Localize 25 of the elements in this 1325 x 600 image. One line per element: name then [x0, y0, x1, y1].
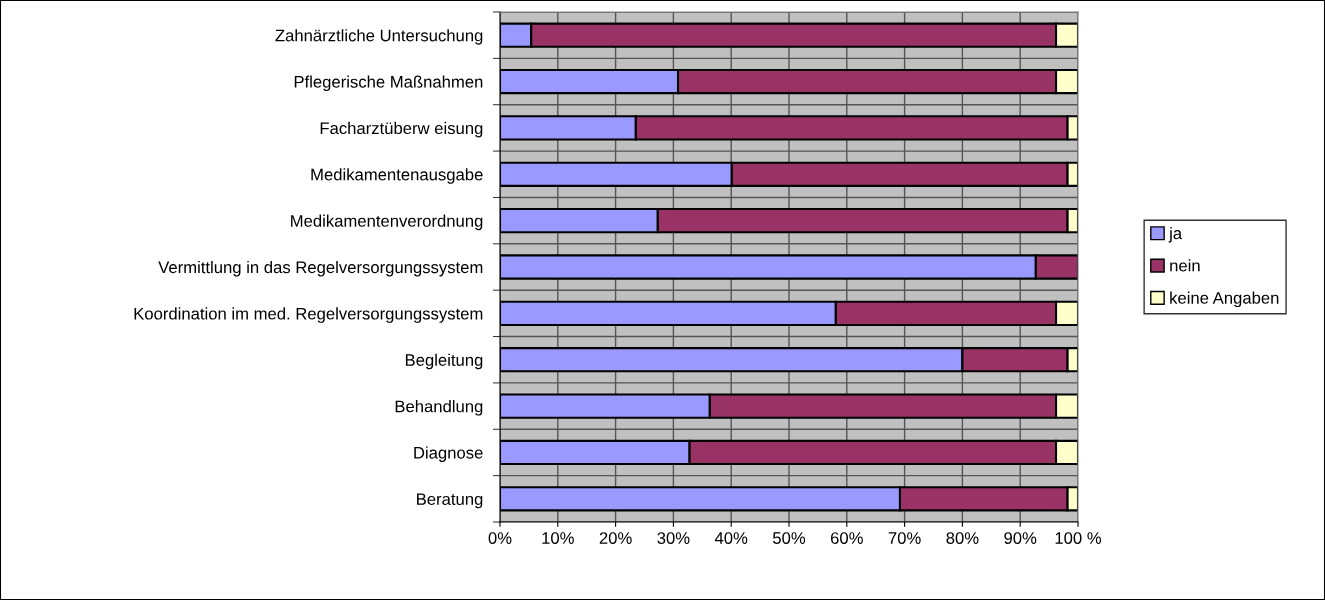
- y-tick-label: Zahnärztliche Untersuchung: [275, 29, 483, 45]
- y-tick-label: Koordination im med. Regelversorgungssystem: [134, 307, 483, 323]
- x-tick-label: 90%: [1004, 532, 1037, 544]
- x-tick-label: 40%: [714, 532, 748, 544]
- x-tick-label: 60%: [830, 532, 863, 544]
- y-tick-label: Medikamentenausgabe: [311, 168, 483, 184]
- y-tick-label: Facharztüberw eisung: [320, 121, 483, 138]
- x-tick-label: 100 %: [1055, 532, 1102, 544]
- y-tick-label: Begleitung: [405, 353, 483, 370]
- y-tick-label: Pflegerische Maßnahmen: [294, 75, 483, 92]
- x-tick-label: 10%: [542, 532, 574, 544]
- legend-label: nein: [1170, 259, 1200, 272]
- y-tick-label: Behandlung: [395, 400, 483, 416]
- y-tick-label: Diagnose: [414, 446, 483, 462]
- x-tick-label: 50%: [772, 532, 806, 544]
- y-tick-label: Beratung: [417, 493, 483, 509]
- y-tick-label: Vermittlung in das Regelversorgungssystem: [158, 260, 483, 277]
- x-tick-label: 20%: [599, 532, 632, 544]
- x-tick-label: 70%: [888, 532, 921, 544]
- x-tick-label: 0%: [488, 532, 512, 544]
- x-tick-label: 80%: [946, 532, 979, 544]
- legend-label: keine Angaben: [1170, 291, 1279, 308]
- y-tick-label: Medikamentenverordnung: [291, 214, 483, 231]
- legend-label: ja: [1168, 226, 1183, 243]
- x-tick-label: 30%: [657, 532, 690, 544]
